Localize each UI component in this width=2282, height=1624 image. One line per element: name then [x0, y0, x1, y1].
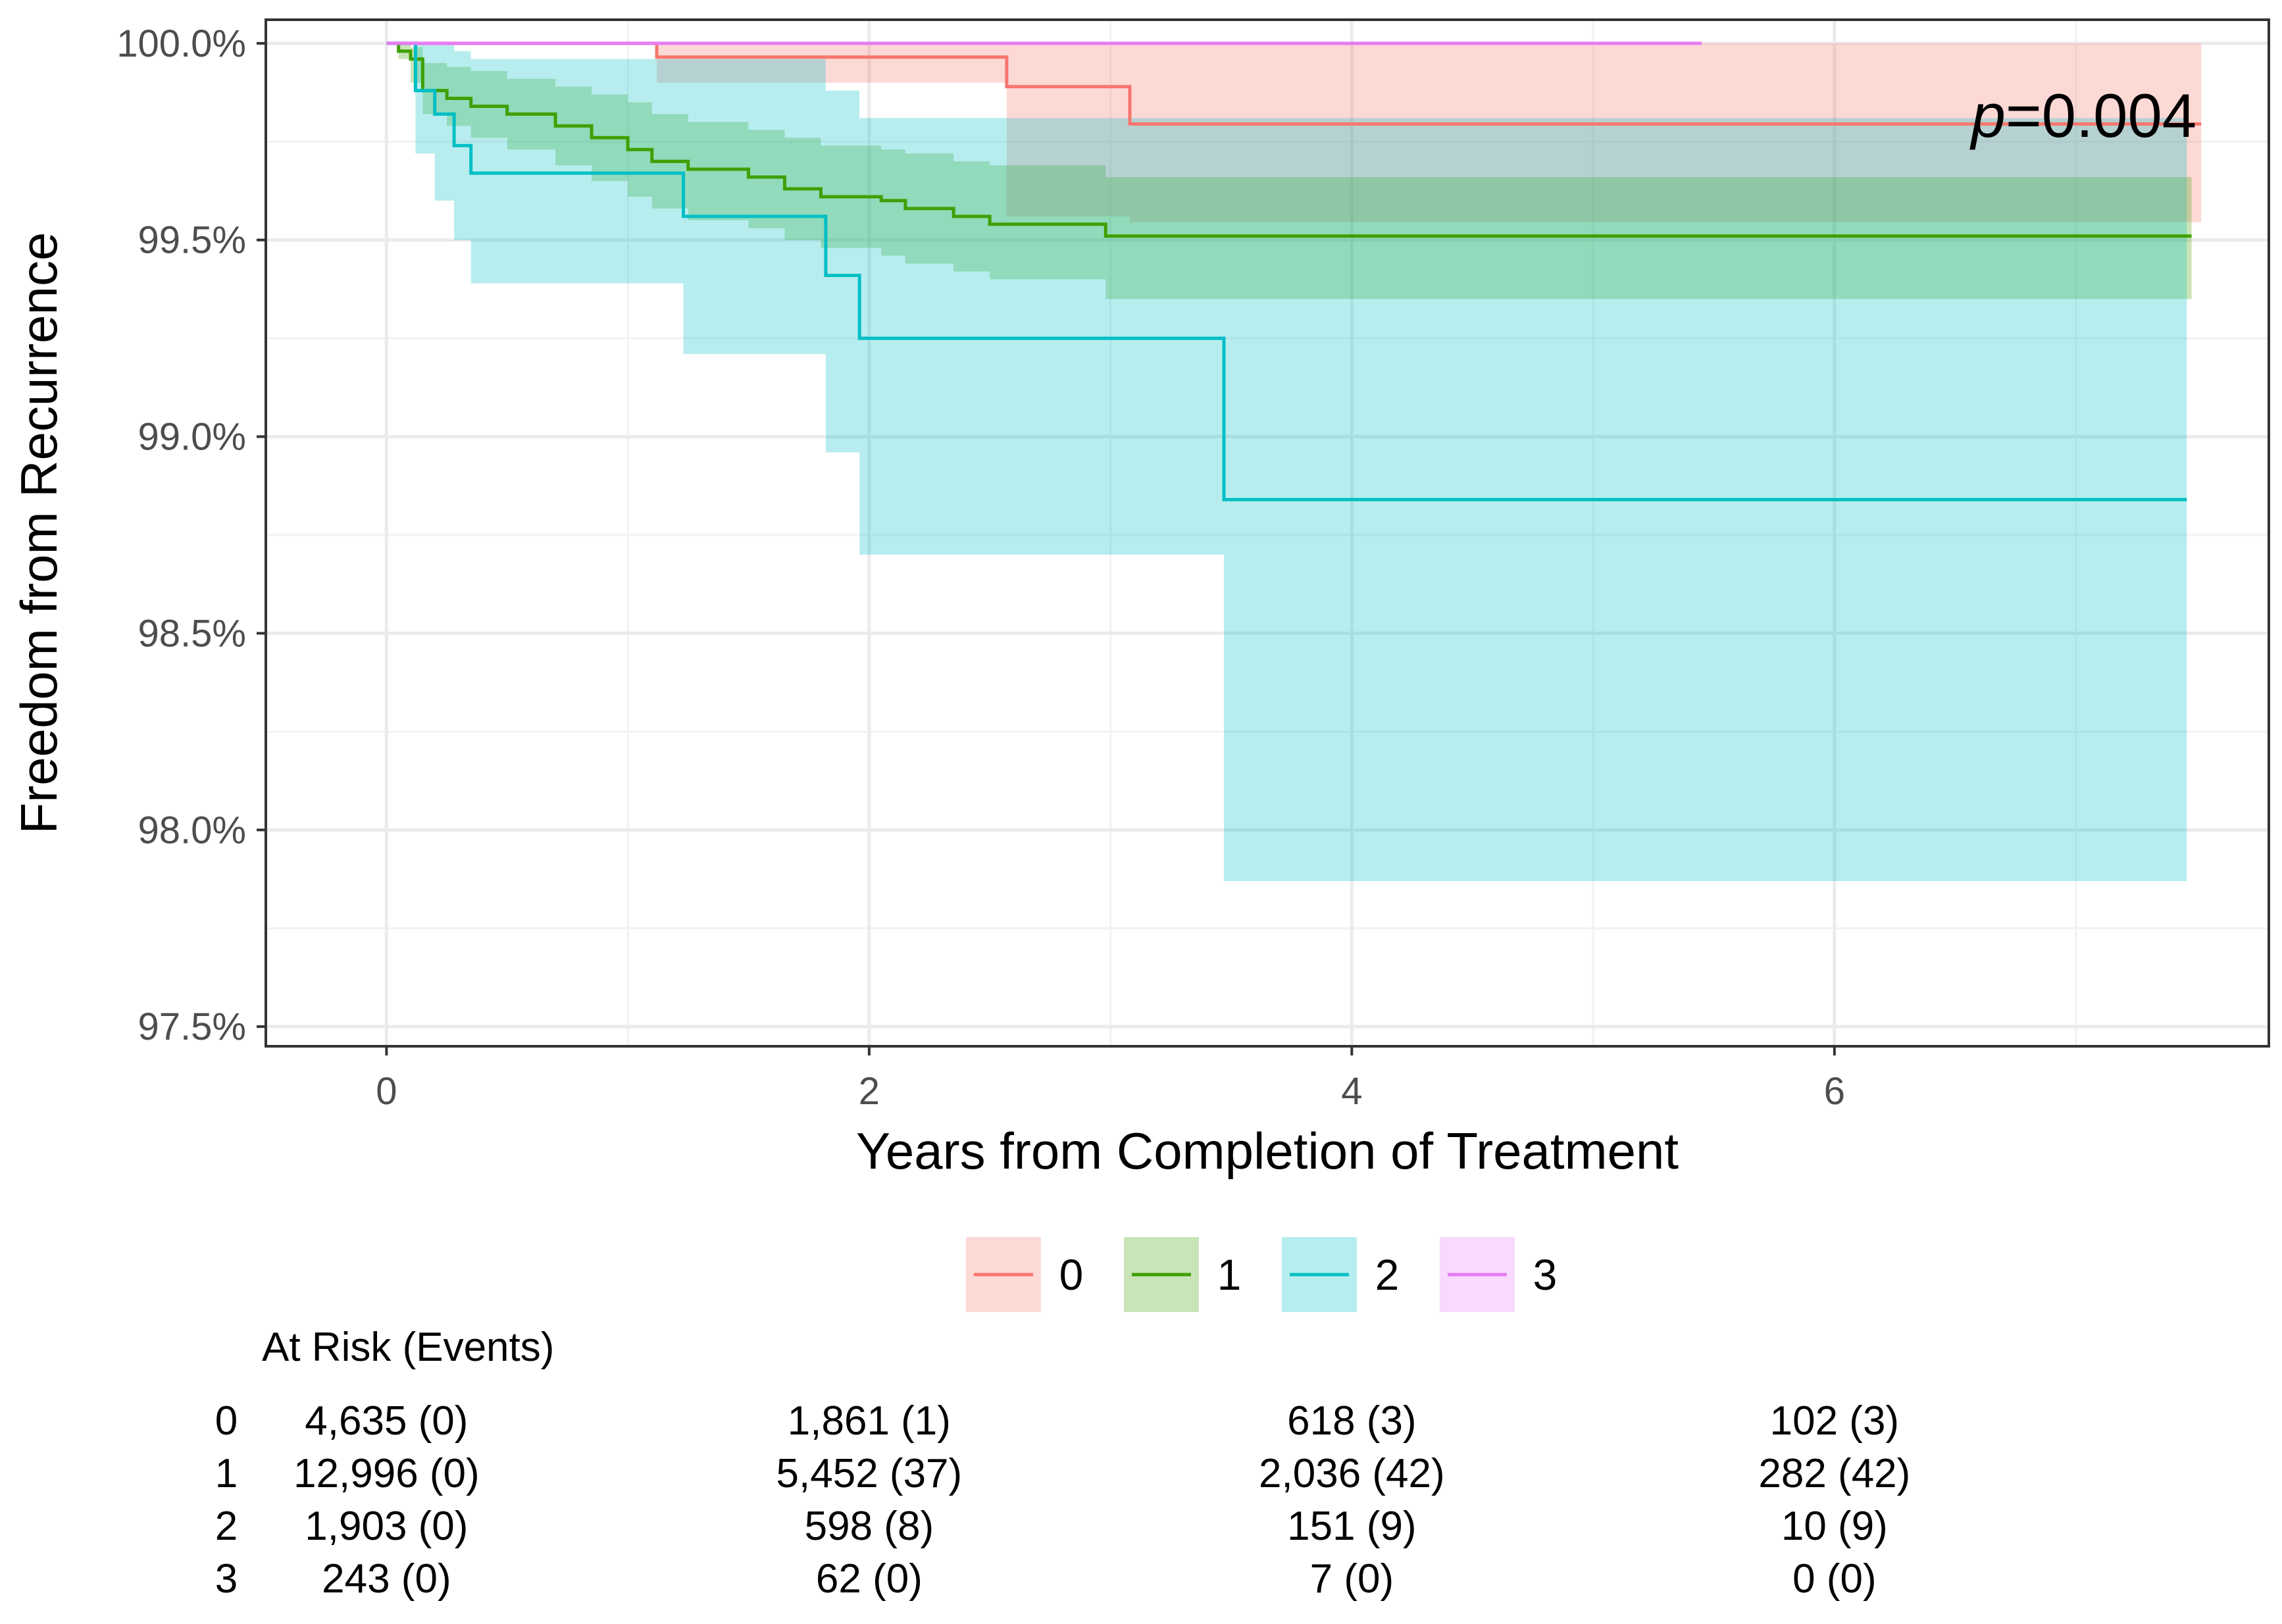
risk-cell: 2,036 (42): [1259, 1451, 1445, 1496]
risk-cell: 618 (3): [1287, 1398, 1416, 1444]
plot-panel-border: [265, 18, 2270, 1048]
risk-row-label: 2: [215, 1504, 238, 1549]
risk-row-group-0: 0 4,635 (0) 1,861 (1) 618 (3) 102 (3): [215, 1398, 1899, 1444]
risk-row-label: 1: [215, 1451, 238, 1496]
risk-cell: 102 (3): [1770, 1398, 1899, 1444]
risk-row-group-3: 3 243 (0) 62 (0) 7 (0) 0 (0): [215, 1556, 1877, 1602]
x-tick-label: 4: [1341, 1070, 1362, 1113]
legend-label: 3: [1533, 1250, 1558, 1299]
survival-curves: [386, 41, 2202, 501]
risk-cell: 243 (0): [322, 1556, 451, 1602]
risk-table-title: At Risk (Events): [262, 1325, 554, 1370]
risk-cell: 7 (0): [1310, 1556, 1394, 1602]
y-tick-label: 100.0%: [116, 22, 246, 65]
p-value-annotation: p=0.004: [1969, 81, 2196, 150]
x-tick-labels: 0 2 4 6: [376, 1070, 1845, 1113]
y-tick-label: 98.0%: [138, 809, 246, 851]
y-tick-label: 99.5%: [138, 219, 246, 262]
p-value-number: =0.004: [2006, 81, 2196, 150]
risk-cell: 1,903 (0): [305, 1504, 468, 1549]
risk-row-label: 3: [215, 1556, 238, 1602]
legend-item-2: 2: [1282, 1237, 1399, 1312]
x-tick-label: 2: [859, 1070, 880, 1113]
ci-band-group-0: [386, 43, 2202, 222]
risk-cell: 0 (0): [1792, 1556, 1876, 1602]
risk-cell: 151 (9): [1287, 1504, 1416, 1549]
x-axis-title: Years from Completion of Treatment: [856, 1122, 1679, 1180]
plot-panel-background: [266, 20, 2269, 1046]
risk-cell: 282 (42): [1758, 1451, 1910, 1496]
risk-cell: 1,861 (1): [788, 1398, 951, 1444]
risk-cell: 4,635 (0): [305, 1398, 468, 1444]
legend-label: 1: [1217, 1250, 1242, 1299]
risk-cell: 5,452 (37): [776, 1451, 963, 1496]
risk-row-group-1: 1 12,996 (0) 5,452 (37) 2,036 (42) 282 (42): [215, 1451, 1911, 1496]
risk-cell: 598 (8): [805, 1504, 934, 1549]
legend-label: 2: [1375, 1250, 1400, 1299]
legend-label: 0: [1059, 1250, 1084, 1299]
legend: 0 1 2 3: [966, 1237, 1557, 1312]
km-curve-group-0: [386, 41, 2202, 126]
y-tick-labels: 97.5% 98.0% 98.5% 99.0% 99.5% 100.0%: [116, 22, 246, 1048]
legend-item-3: 3: [1440, 1237, 1557, 1312]
ci-band-group-2: [386, 43, 2187, 881]
y-tick-label: 99.0%: [138, 416, 246, 459]
risk-table: 0 4,635 (0) 1,861 (1) 618 (3) 102 (3) 1 12,996…: [215, 1398, 1911, 1602]
minor-gridlines: [266, 20, 2269, 1046]
km-curve-group-2: [386, 41, 2187, 501]
risk-cell: 12,996 (0): [293, 1451, 480, 1496]
risk-row-group-2: 2 1,903 (0) 598 (8) 151 (9) 10 (9): [215, 1504, 1888, 1549]
risk-cell: 62 (0): [816, 1556, 923, 1602]
p-value-label: p: [1969, 81, 2006, 150]
x-tick-label: 0: [376, 1070, 397, 1113]
risk-row-label: 0: [215, 1398, 238, 1444]
legend-item-1: 1: [1124, 1237, 1241, 1312]
risk-cell: 10 (9): [1781, 1504, 1888, 1549]
y-axis-title: Freedom from Recurrence: [10, 232, 68, 834]
y-tick-label: 98.5%: [138, 612, 246, 655]
legend-item-0: 0: [966, 1237, 1083, 1312]
y-tick-label: 97.5%: [138, 1005, 246, 1048]
axis-ticks: [257, 41, 1836, 1055]
x-tick-label: 6: [1824, 1070, 1845, 1113]
